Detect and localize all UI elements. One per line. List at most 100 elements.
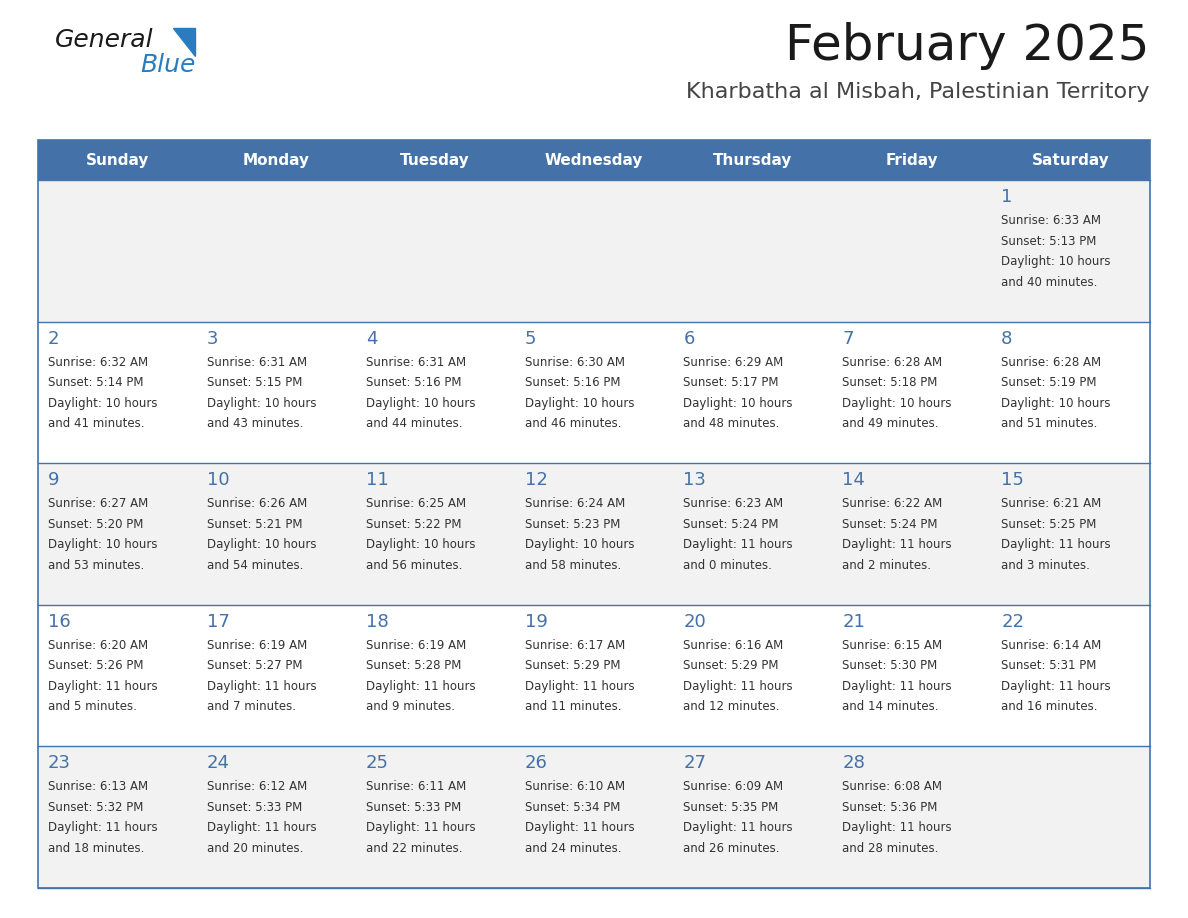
Text: 24: 24 [207,755,229,772]
Text: 5: 5 [525,330,536,348]
Text: and 26 minutes.: and 26 minutes. [683,842,781,855]
Text: Sunrise: 6:25 AM: Sunrise: 6:25 AM [366,498,466,510]
Text: Sunrise: 6:26 AM: Sunrise: 6:26 AM [207,498,308,510]
Text: Sunset: 5:22 PM: Sunset: 5:22 PM [366,518,461,531]
Text: 27: 27 [683,755,707,772]
Text: Sunrise: 6:28 AM: Sunrise: 6:28 AM [1001,355,1101,369]
Text: Sunset: 5:26 PM: Sunset: 5:26 PM [48,659,144,672]
Text: 12: 12 [525,471,548,489]
Text: and 9 minutes.: and 9 minutes. [366,700,455,713]
Text: and 18 minutes.: and 18 minutes. [48,842,145,855]
Bar [38,180,1150,321]
Text: and 7 minutes.: and 7 minutes. [207,700,296,713]
Bar [38,140,1150,888]
Text: Tuesday: Tuesday [400,152,470,167]
Text: Daylight: 11 hours: Daylight: 11 hours [683,822,794,834]
Text: Daylight: 10 hours: Daylight: 10 hours [48,538,158,551]
Text: Sunrise: 6:32 AM: Sunrise: 6:32 AM [48,355,148,369]
Text: Sunset: 5:34 PM: Sunset: 5:34 PM [525,800,620,814]
Text: Sunset: 5:31 PM: Sunset: 5:31 PM [1001,659,1097,672]
Text: Saturday: Saturday [1031,152,1110,167]
Text: 8: 8 [1001,330,1012,348]
Text: Sunrise: 6:14 AM: Sunrise: 6:14 AM [1001,639,1101,652]
Text: and 12 minutes.: and 12 minutes. [683,700,781,713]
Text: Daylight: 10 hours: Daylight: 10 hours [48,397,158,409]
Text: Daylight: 11 hours: Daylight: 11 hours [1001,538,1111,551]
Text: 18: 18 [366,613,388,631]
Bar [38,746,1150,888]
Text: General: General [55,28,153,52]
Text: Daylight: 11 hours: Daylight: 11 hours [48,680,158,693]
Text: Sunset: 5:16 PM: Sunset: 5:16 PM [366,376,461,389]
Text: Sunrise: 6:21 AM: Sunrise: 6:21 AM [1001,498,1101,510]
Text: Sunrise: 6:28 AM: Sunrise: 6:28 AM [842,355,942,369]
Text: February 2025: February 2025 [785,22,1150,70]
Text: 14: 14 [842,471,865,489]
Text: Thursday: Thursday [713,152,792,167]
Text: and 56 minutes.: and 56 minutes. [366,559,462,572]
Text: Daylight: 11 hours: Daylight: 11 hours [366,680,475,693]
Text: Sunrise: 6:24 AM: Sunrise: 6:24 AM [525,498,625,510]
Text: Sunset: 5:16 PM: Sunset: 5:16 PM [525,376,620,389]
Text: Sunset: 5:27 PM: Sunset: 5:27 PM [207,659,303,672]
Text: and 0 minutes.: and 0 minutes. [683,559,772,572]
Text: 7: 7 [842,330,854,348]
Text: and 54 minutes.: and 54 minutes. [207,559,303,572]
Text: Sunset: 5:30 PM: Sunset: 5:30 PM [842,659,937,672]
Text: Daylight: 11 hours: Daylight: 11 hours [525,822,634,834]
Text: Sunrise: 6:11 AM: Sunrise: 6:11 AM [366,780,466,793]
Text: Friday: Friday [885,152,939,167]
Text: Daylight: 10 hours: Daylight: 10 hours [366,397,475,409]
Text: Sunset: 5:33 PM: Sunset: 5:33 PM [366,800,461,814]
Text: Kharbatha al Misbah, Palestinian Territory: Kharbatha al Misbah, Palestinian Territo… [687,82,1150,102]
Text: Daylight: 11 hours: Daylight: 11 hours [207,822,316,834]
Text: Sunset: 5:13 PM: Sunset: 5:13 PM [1001,234,1097,248]
Text: 20: 20 [683,613,706,631]
Text: 4: 4 [366,330,378,348]
Text: Sunset: 5:19 PM: Sunset: 5:19 PM [1001,376,1097,389]
Text: 25: 25 [366,755,388,772]
Text: Sunrise: 6:12 AM: Sunrise: 6:12 AM [207,780,308,793]
Text: and 24 minutes.: and 24 minutes. [525,842,621,855]
Text: Sunset: 5:35 PM: Sunset: 5:35 PM [683,800,778,814]
Text: 6: 6 [683,330,695,348]
Text: Sunrise: 6:27 AM: Sunrise: 6:27 AM [48,498,148,510]
Text: Daylight: 10 hours: Daylight: 10 hours [207,397,316,409]
Text: Sunrise: 6:29 AM: Sunrise: 6:29 AM [683,355,784,369]
Bar [38,605,1150,746]
Text: and 20 minutes.: and 20 minutes. [207,842,303,855]
Text: 22: 22 [1001,613,1024,631]
Text: and 40 minutes.: and 40 minutes. [1001,275,1098,288]
Text: Sunset: 5:21 PM: Sunset: 5:21 PM [207,518,303,531]
Text: Sunrise: 6:10 AM: Sunrise: 6:10 AM [525,780,625,793]
Text: Daylight: 10 hours: Daylight: 10 hours [842,397,952,409]
Text: Sunset: 5:25 PM: Sunset: 5:25 PM [1001,518,1097,531]
Text: Sunrise: 6:15 AM: Sunrise: 6:15 AM [842,639,942,652]
Text: Sunset: 5:24 PM: Sunset: 5:24 PM [683,518,779,531]
Text: and 53 minutes.: and 53 minutes. [48,559,144,572]
Text: Daylight: 11 hours: Daylight: 11 hours [683,538,794,551]
Text: 28: 28 [842,755,865,772]
Text: 2: 2 [48,330,59,348]
Text: and 2 minutes.: and 2 minutes. [842,559,931,572]
Text: Daylight: 11 hours: Daylight: 11 hours [842,680,952,693]
Text: Sunrise: 6:23 AM: Sunrise: 6:23 AM [683,498,784,510]
Text: 13: 13 [683,471,707,489]
Text: 3: 3 [207,330,219,348]
Text: 15: 15 [1001,471,1024,489]
Text: Wednesday: Wednesday [545,152,643,167]
Text: Daylight: 10 hours: Daylight: 10 hours [1001,255,1111,268]
Text: Daylight: 11 hours: Daylight: 11 hours [48,822,158,834]
Text: 11: 11 [366,471,388,489]
Text: Daylight: 10 hours: Daylight: 10 hours [525,538,634,551]
Text: Sunrise: 6:33 AM: Sunrise: 6:33 AM [1001,214,1101,227]
Text: 26: 26 [525,755,548,772]
Bar [38,321,1150,464]
Text: and 46 minutes.: and 46 minutes. [525,417,621,431]
Text: Sunrise: 6:19 AM: Sunrise: 6:19 AM [366,639,466,652]
Text: Blue: Blue [140,53,195,77]
Text: Sunset: 5:15 PM: Sunset: 5:15 PM [207,376,302,389]
Text: Sunrise: 6:09 AM: Sunrise: 6:09 AM [683,780,784,793]
Text: 17: 17 [207,613,229,631]
Text: Sunset: 5:14 PM: Sunset: 5:14 PM [48,376,144,389]
